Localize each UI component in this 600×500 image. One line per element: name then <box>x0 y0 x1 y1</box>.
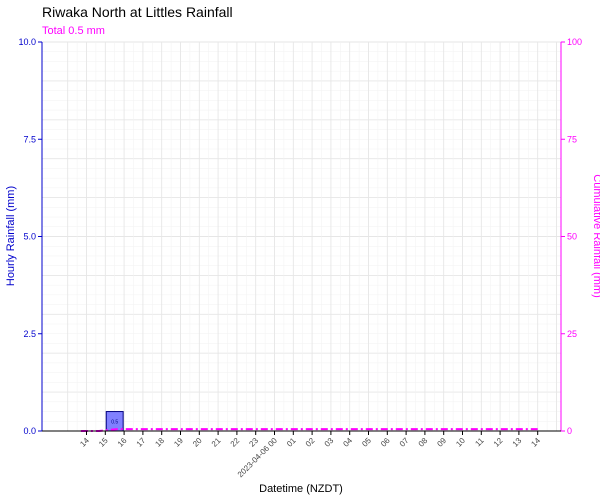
x-tick-label: 22 <box>229 436 242 449</box>
y-tick-label-right: 100 <box>567 37 582 47</box>
y-axis-left-label: Hourly Rainfall (mm) <box>5 186 17 286</box>
y-tick-label-left: 7.5 <box>23 134 36 144</box>
y-tick-label-right: 50 <box>567 232 577 242</box>
chart-subtitle: Total 0.5 mm <box>42 25 105 37</box>
x-tick-label: 04 <box>341 436 354 449</box>
y-tick-label-left: 2.5 <box>23 329 36 339</box>
x-tick-label: 14 <box>78 436 91 449</box>
x-tick-label: 02 <box>304 436 317 449</box>
grid <box>42 41 561 432</box>
x-tick-label: 13 <box>511 436 524 449</box>
x-tick-label: 12 <box>492 436 505 449</box>
x-tick-label: 16 <box>116 436 129 449</box>
y-axis-right-label: Cumulative Rainfall (mm) <box>591 174 600 297</box>
cumulative-line <box>80 428 538 432</box>
cumulative-series <box>80 428 538 432</box>
x-tick-label: 17 <box>135 436 148 449</box>
y-tick-label-right: 0 <box>567 426 572 436</box>
x-tick-label: 18 <box>153 436 166 449</box>
x-tick-label: 14 <box>529 436 542 449</box>
x-axis-label: Datetime (NZDT) <box>259 483 343 495</box>
x-tick-label: 08 <box>417 436 430 449</box>
y-tick-label-left: 5.0 <box>23 232 36 242</box>
x-tick-label: 06 <box>379 436 392 449</box>
bar-value-label: 0.5 <box>111 420 118 426</box>
x-tick-label: 05 <box>360 436 373 449</box>
y-tick-label-left: 0.0 <box>23 426 36 436</box>
bars: 0.5 <box>105 411 124 432</box>
x-tick-label: 11 <box>473 436 486 449</box>
y-tick-label-left: 10.0 <box>18 37 36 47</box>
x-tick-label: 23 <box>247 436 260 449</box>
x-tick-label: 10 <box>454 436 467 449</box>
y-tick-label-right: 75 <box>567 134 577 144</box>
x-tick-label: 09 <box>435 436 448 449</box>
x-tick-label: 03 <box>323 436 336 449</box>
x-tick-label: 07 <box>398 436 411 449</box>
x-tick-label: 01 <box>285 436 298 449</box>
chart-title: Riwaka North at Littles Rainfall <box>42 4 233 20</box>
x-tick-label: 19 <box>172 436 185 449</box>
x-tick-label: 15 <box>97 436 110 449</box>
x-tick-label: 21 <box>210 436 223 449</box>
x-tick-label: 20 <box>191 436 204 449</box>
y-tick-label-right: 25 <box>567 329 577 339</box>
